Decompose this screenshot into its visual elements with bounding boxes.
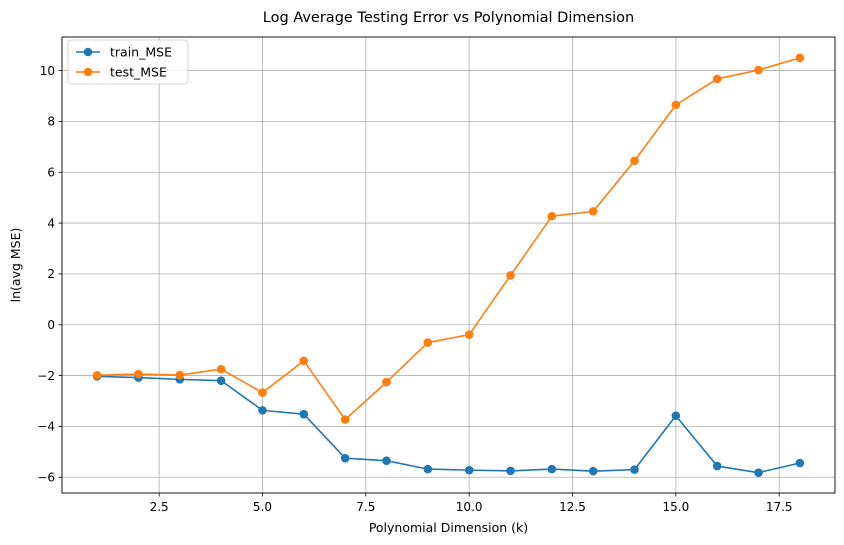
data-point-train_MSE: [382, 456, 391, 466]
y-tick-label: 6: [47, 166, 55, 180]
y-axis-label: ln(avg MSE): [8, 228, 23, 303]
data-point-train_MSE: [671, 411, 681, 421]
x-tick-label: 5.0: [253, 500, 272, 514]
data-point-train_MSE: [216, 376, 226, 385]
chart-title: Log Average Testing Error vs Polynomial …: [263, 10, 634, 26]
data-point-test_MSE: [382, 377, 391, 387]
legend-box: [67, 39, 189, 85]
data-point-test_MSE: [547, 211, 557, 221]
series-test_MSE: [92, 53, 805, 424]
data-point-test_MSE: [299, 356, 309, 366]
data-point-test_MSE: [134, 369, 143, 379]
data-point-train_MSE: [423, 464, 433, 474]
data-point-test_MSE: [795, 53, 805, 63]
legend-label-test_MSE: test_MSE: [110, 65, 167, 80]
data-point-test_MSE: [464, 330, 474, 339]
data-point-test_MSE: [754, 65, 763, 75]
x-tick-label: 10.0: [456, 500, 483, 514]
data-point-train_MSE: [630, 465, 639, 474]
plot-frame: [61, 36, 836, 494]
data-point-train_MSE: [795, 458, 805, 468]
legend-marker-train_MSE: [83, 47, 93, 57]
ticks: 2.5 5.0 7.5 10.0 12.5 15.0 17.5 −6 −4 −2 0 2 4 6 8 10: [37, 64, 792, 514]
y-tick-label: 2: [47, 267, 55, 281]
data-point-train_MSE: [258, 406, 267, 415]
data-point-test_MSE: [340, 415, 350, 424]
data-point-train_MSE: [588, 466, 598, 476]
data-point-test_MSE: [671, 100, 681, 110]
grid: [62, 37, 835, 493]
series-train_MSE: [92, 372, 805, 477]
data-point-train_MSE: [299, 409, 309, 419]
y-tick-label: 4: [47, 216, 55, 230]
y-tick-label: −4: [37, 420, 55, 434]
data-point-test_MSE: [92, 371, 102, 380]
x-tick-label: 2.5: [150, 500, 169, 514]
y-tick-label: −6: [37, 471, 55, 485]
x-axis-label: Polynomial Dimension (k): [369, 520, 528, 535]
x-tick-label: 17.5: [766, 500, 793, 514]
x-tick-label: 12.5: [559, 500, 586, 514]
data-point-test_MSE: [258, 388, 267, 397]
data-point-train_MSE: [547, 464, 557, 474]
legend-marker-test_MSE: [83, 67, 93, 77]
data-point-test_MSE: [588, 207, 598, 216]
data-point-test_MSE: [175, 370, 185, 380]
data-point-train_MSE: [754, 468, 763, 477]
data-point-train_MSE: [712, 461, 722, 471]
series-layer: [92, 53, 805, 477]
data-point-train_MSE: [506, 466, 515, 476]
series-line-test_MSE: [97, 57, 801, 421]
y-tick-label: 8: [47, 115, 55, 129]
data-point-test_MSE: [506, 271, 515, 280]
series-line-train_MSE: [97, 375, 801, 474]
data-point-test_MSE: [712, 74, 722, 84]
x-tick-label: 15.0: [662, 500, 689, 514]
data-point-test_MSE: [423, 338, 433, 347]
y-tick-label: 10: [40, 64, 55, 78]
legend: train_MSE test_MSE: [67, 39, 189, 85]
data-point-test_MSE: [630, 156, 639, 166]
y-tick-label: −2: [37, 369, 55, 383]
y-tick-label: 0: [47, 318, 55, 332]
legend-label-train_MSE: train_MSE: [110, 45, 172, 60]
data-point-train_MSE: [340, 453, 350, 463]
x-tick-label: 7.5: [356, 500, 375, 514]
data-point-train_MSE: [464, 465, 474, 475]
data-point-test_MSE: [216, 364, 226, 374]
